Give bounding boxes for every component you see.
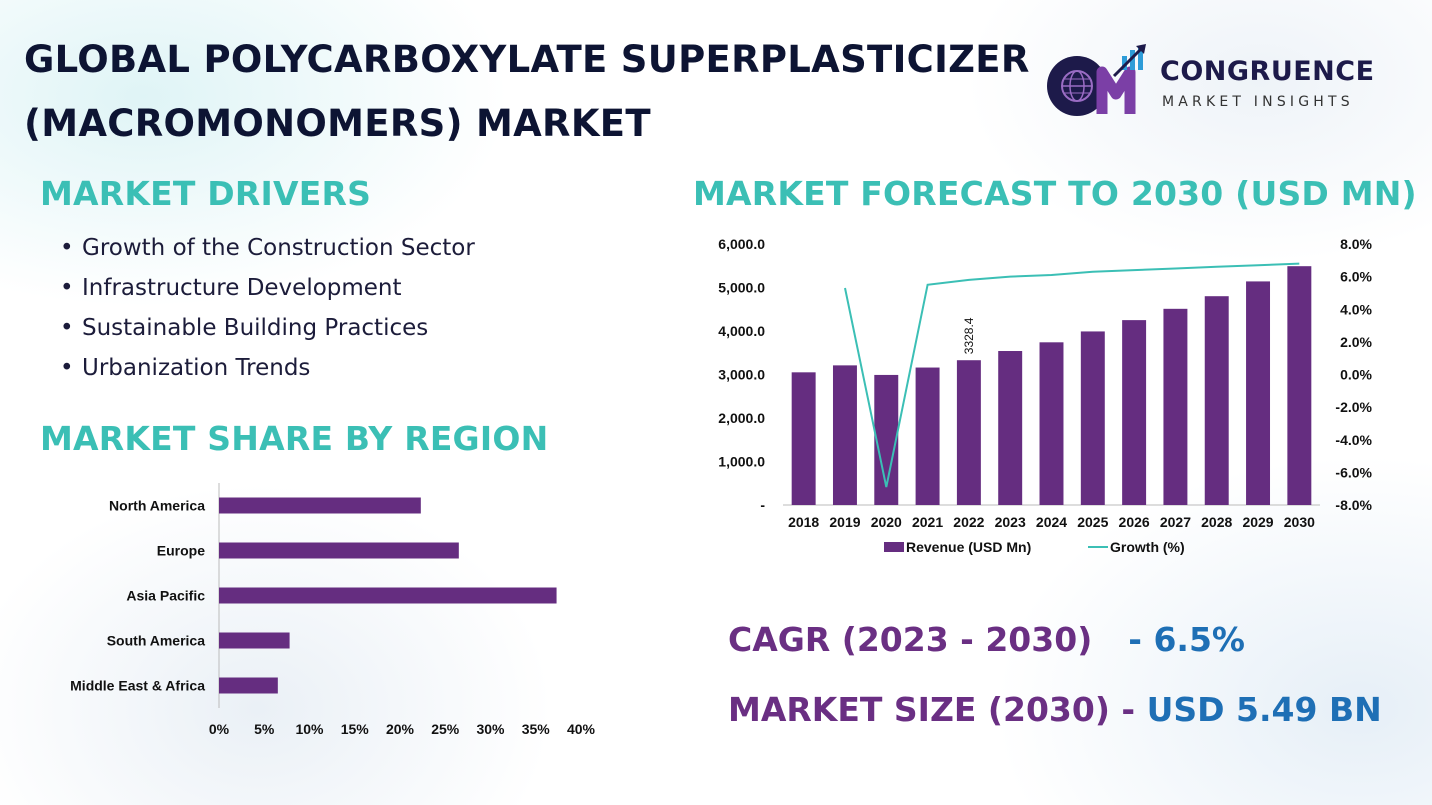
forecast-right-tick-label: 8.0% — [1340, 236, 1372, 252]
market-size-summary: MARKET SIZE (2030) - USD 5.49 BN — [728, 690, 1382, 729]
forecast-revenue-bar — [915, 367, 940, 505]
driver-item: • Urbanization Trends — [60, 355, 311, 381]
region-bar — [219, 587, 557, 604]
forecast-x-tick-label: 2019 — [829, 514, 860, 530]
region-x-tick-label: 40% — [567, 721, 596, 737]
forecast-revenue-bar — [1039, 342, 1064, 505]
region-x-tick-label: 20% — [386, 721, 415, 737]
forecast-right-tick-label: -2.0% — [1335, 399, 1372, 415]
forecast-revenue-bar — [998, 351, 1023, 505]
forecast-right-tick-label: 0.0% — [1340, 367, 1372, 383]
forecast-revenue-bar — [832, 365, 857, 505]
forecast-right-tick-label: -4.0% — [1335, 432, 1372, 448]
forecast-heading: MARKET FORECAST TO 2030 (USD MN) — [693, 174, 1417, 213]
region-category-label: Europe — [157, 543, 205, 559]
forecast-right-tick-label: 6.0% — [1340, 269, 1372, 285]
driver-item: • Sustainable Building Practices — [60, 315, 429, 341]
forecast-right-tick-label: -6.0% — [1335, 464, 1372, 480]
region-x-tick-label: 0% — [209, 721, 230, 737]
forecast-left-tick-label: 3,000.0 — [718, 367, 765, 383]
forecast-revenue-bar — [1246, 281, 1271, 505]
forecast-left-tick-label: - — [760, 497, 765, 513]
cagr-value: - 6.5% — [1128, 620, 1245, 659]
forecast-left-tick-label: 1,000.0 — [718, 454, 765, 470]
cagr-summary: CAGR (2023 - 2030) - 6.5% — [728, 620, 1245, 659]
logo-name: CONGRUENCE — [1160, 56, 1375, 87]
legend-revenue-label: Revenue (USD Mn) — [906, 539, 1031, 555]
forecast-x-tick-label: 2024 — [1036, 514, 1067, 530]
market-size-label: MARKET SIZE (2030) - — [728, 690, 1136, 729]
forecast-data-label: 3328.4 — [962, 317, 976, 354]
company-logo: CONGRUENCE MARKET INSIGHTS — [1044, 42, 1404, 122]
forecast-right-tick-label: -8.0% — [1335, 497, 1372, 513]
forecast-revenue-bar — [956, 360, 981, 505]
forecast-x-tick-label: 2021 — [912, 514, 943, 530]
page-title-line2: (MACROMONOMERS) MARKET — [24, 102, 651, 145]
drivers-list: • Growth of the Construction Sector • Infr… — [60, 228, 475, 388]
logo-mark-icon — [1047, 44, 1146, 116]
forecast-x-tick-label: 2018 — [788, 514, 819, 530]
forecast-x-tick-label: 2022 — [953, 514, 984, 530]
logo-tagline: MARKET INSIGHTS — [1162, 94, 1354, 110]
forecast-x-tick-label: 2027 — [1160, 514, 1191, 530]
forecast-revenue-bar — [1204, 296, 1229, 505]
legend-revenue-swatch — [884, 542, 904, 552]
forecast-revenue-bar — [1080, 331, 1105, 505]
cagr-label: CAGR (2023 - 2030) — [728, 620, 1093, 659]
forecast-revenue-bar — [791, 372, 816, 505]
forecast-left-tick-label: 6,000.0 — [718, 236, 765, 252]
region-x-tick-label: 35% — [522, 721, 551, 737]
region-x-tick-label: 10% — [295, 721, 324, 737]
forecast-left-tick-label: 4,000.0 — [718, 323, 765, 339]
forecast-revenue-bar — [1163, 308, 1188, 505]
forecast-growth-line — [844, 262, 1300, 488]
forecast-right-tick-label: 4.0% — [1340, 301, 1372, 317]
forecast-x-tick-label: 2028 — [1201, 514, 1232, 530]
region-x-tick-label: 15% — [341, 721, 370, 737]
region-bar-chart: North America Europe Asia Pacific South Ame… — [70, 483, 596, 737]
page-title-line1: GLOBAL POLYCARBOXYLATE SUPERPLASTICIZER — [24, 38, 1030, 81]
region-x-tick-label: 30% — [476, 721, 505, 737]
forecast-left-tick-label: 2,000.0 — [718, 410, 765, 426]
forecast-x-tick-label: 2023 — [995, 514, 1026, 530]
forecast-combo-chart: - 1,000.0 2,000.0 3,000.0 4,000.0 5,000.0 6,00… — [718, 236, 1372, 555]
forecast-right-tick-label: 2.0% — [1340, 334, 1372, 350]
drivers-heading: MARKET DRIVERS — [40, 174, 372, 213]
region-category-label: South America — [107, 633, 205, 649]
region-category-label: Asia Pacific — [126, 588, 205, 604]
forecast-x-tick-label: 2025 — [1077, 514, 1108, 530]
region-bar — [219, 497, 421, 514]
forecast-x-tick-label: 2030 — [1284, 514, 1315, 530]
forecast-left-tick-label: 5,000.0 — [718, 280, 765, 296]
region-category-label: North America — [109, 498, 205, 514]
forecast-revenue-bar — [874, 374, 899, 505]
forecast-x-tick-label: 2026 — [1119, 514, 1150, 530]
region-x-tick-label: 25% — [431, 721, 460, 737]
forecast-x-tick-label: 2029 — [1242, 514, 1273, 530]
region-heading: MARKET SHARE BY REGION — [40, 419, 549, 458]
page-title: GLOBAL POLYCARBOXYLATE SUPERPLASTICIZER … — [24, 28, 1034, 156]
region-bar — [219, 677, 278, 694]
forecast-x-tick-label: 2020 — [871, 514, 902, 530]
legend-growth-label: Growth (%) — [1110, 539, 1185, 555]
forecast-revenue-bar — [1287, 266, 1312, 505]
market-size-value: USD 5.49 BN — [1146, 690, 1382, 729]
region-bar — [219, 542, 459, 559]
driver-item: • Infrastructure Development — [60, 275, 402, 301]
driver-item: • Growth of the Construction Sector — [60, 235, 475, 261]
region-category-label: Middle East & Africa — [70, 678, 205, 694]
region-x-tick-label: 5% — [254, 721, 275, 737]
forecast-revenue-bar — [1122, 320, 1147, 505]
region-bar — [219, 632, 290, 649]
